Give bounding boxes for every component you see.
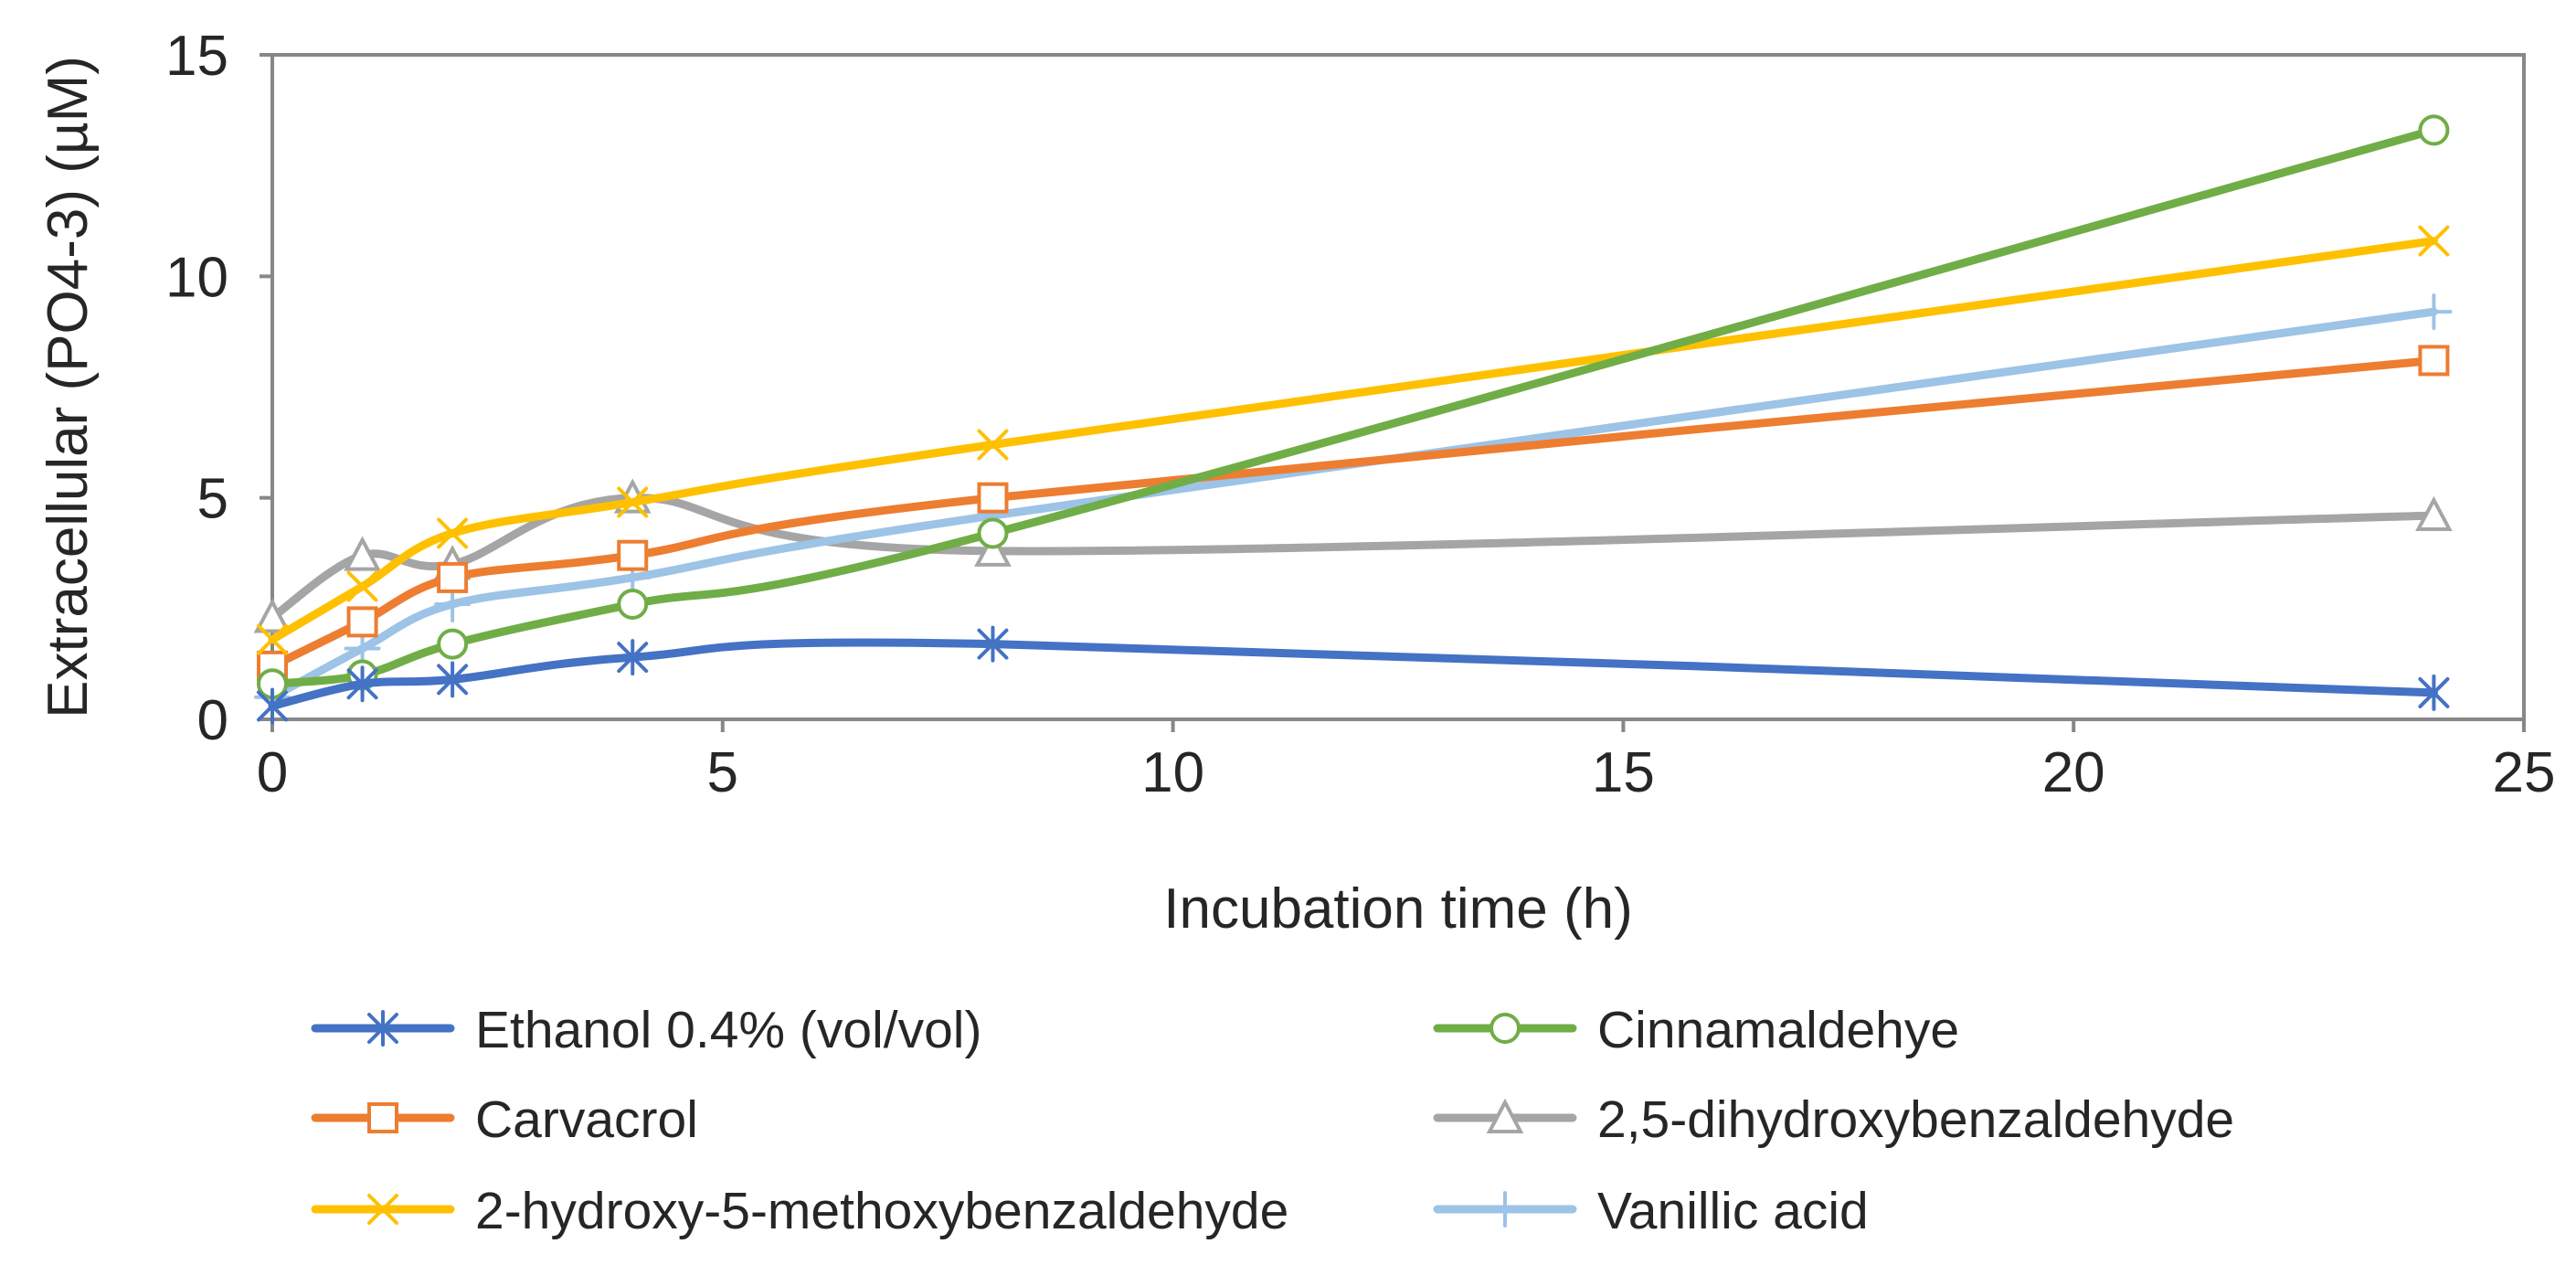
data-point-marker <box>346 665 378 703</box>
series-layer <box>253 114 2453 725</box>
data-point-marker <box>2418 674 2450 711</box>
data-point-marker <box>977 517 1009 549</box>
legend-label: Vanillic acid <box>1597 1182 1869 1240</box>
axis-labels-layer: Incubation time (h) Extracellular (PO4-3… <box>37 56 1633 941</box>
x-tick-label: 5 <box>707 741 738 804</box>
data-point-marker <box>253 598 292 633</box>
legend-entry: Cinnamaldehye <box>1433 1001 1959 1059</box>
series-line <box>268 125 2438 688</box>
data-point-marker <box>346 606 378 638</box>
data-point-marker <box>2418 345 2450 377</box>
y-axis-title: Extracellular (PO4-3) (µM) <box>37 56 100 718</box>
data-point-marker <box>617 486 649 518</box>
data-point-marker <box>344 536 381 571</box>
series-2-5-dihydroxybenzaldehyde <box>253 478 2453 633</box>
legend-marker <box>367 1010 398 1047</box>
data-point-marker <box>437 661 469 698</box>
y-tick-label: 5 <box>197 468 228 531</box>
series-line <box>268 237 2438 644</box>
legend-marker <box>1486 1098 1524 1133</box>
series-line <box>268 307 2438 702</box>
series-line <box>268 638 2438 710</box>
data-point-marker <box>617 639 649 676</box>
legend-entry: 2-hydroxy-5-methoxybenzaldehyde <box>311 1182 1288 1240</box>
data-point-marker <box>437 628 469 660</box>
x-tick-label: 20 <box>2042 741 2105 804</box>
legend-label: Ethanol 0.4% (vol/vol) <box>475 1001 981 1059</box>
legend-label: Carvacrol <box>475 1090 698 1149</box>
series-line <box>268 494 2438 622</box>
legend: Ethanol 0.4% (vol/vol) Cinnamaldehye Carva… <box>311 1001 2234 1240</box>
data-point-marker <box>437 517 469 549</box>
series-ethanol-0-4-vol-vol <box>257 625 2450 725</box>
data-point-marker <box>257 623 288 655</box>
x-tick-label: 10 <box>1141 741 1204 804</box>
data-point-marker <box>617 539 649 571</box>
data-point-marker <box>2418 114 2450 146</box>
data-point-marker <box>344 630 381 667</box>
legend-marker <box>1489 1013 1521 1044</box>
legend-marker <box>1487 1191 1523 1228</box>
x-tick-label: 25 <box>2493 741 2556 804</box>
data-point-marker <box>2418 225 2450 257</box>
series-2-hydroxy-5-methoxybenzaldehyde <box>257 225 2450 655</box>
series-line <box>268 356 2438 671</box>
legend-entry: Vanillic acid <box>1433 1182 1869 1240</box>
y-tick-label: 15 <box>165 25 228 88</box>
data-point-marker <box>977 625 1009 663</box>
legend-label: Cinnamaldehye <box>1597 1001 1959 1059</box>
y-tick-label: 10 <box>165 246 228 309</box>
data-point-marker <box>617 588 649 620</box>
data-point-marker <box>974 531 1012 567</box>
legend-label: 2,5-dihydroxybenzaldehyde <box>1597 1090 2234 1149</box>
legend-marker <box>367 1102 398 1133</box>
legend-entry: 2,5-dihydroxybenzaldehyde <box>1433 1090 2234 1149</box>
data-point-marker <box>346 570 378 602</box>
x-tick-label: 15 <box>1592 741 1655 804</box>
axes-layer: 0 5 10 15 20 25 0 5 10 15 <box>165 25 2555 804</box>
data-point-marker <box>977 482 1009 514</box>
data-point-marker <box>434 585 472 622</box>
y-tick-label: 0 <box>197 689 228 752</box>
data-point-marker <box>257 687 288 725</box>
data-point-marker <box>977 429 1009 461</box>
legend-entry: Ethanol 0.4% (vol/vol) <box>311 1001 981 1059</box>
data-point-marker <box>437 561 469 593</box>
series-cinnamaldehye <box>257 114 2450 700</box>
legend-label: 2-hydroxy-5-methoxybenzaldehyde <box>475 1182 1288 1240</box>
x-axis-title: Incubation time (h) <box>1163 877 1632 941</box>
data-point-marker <box>2415 495 2453 532</box>
legend-marker <box>367 1194 398 1225</box>
data-point-marker <box>2415 293 2453 331</box>
legend-entry: Carvacrol <box>311 1090 698 1149</box>
plot-area-frame <box>270 53 2526 721</box>
x-tick-label: 0 <box>257 741 288 804</box>
